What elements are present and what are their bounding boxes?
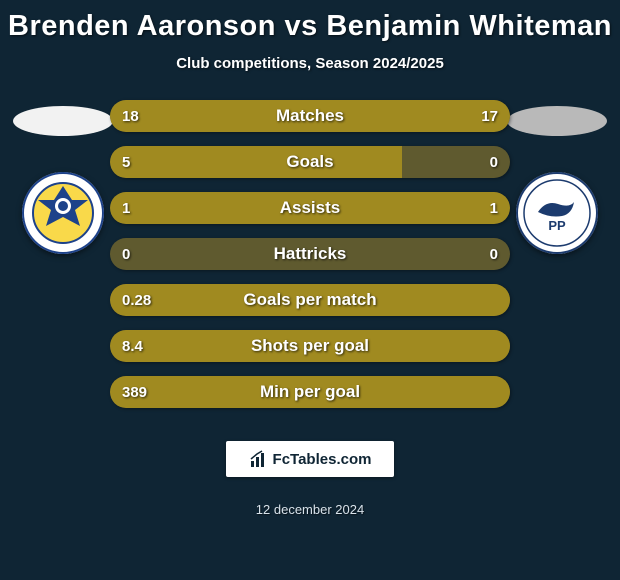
stat-row: Matches18 17 xyxy=(110,100,510,132)
stat-value-right: 17 xyxy=(481,100,498,132)
season-subtitle: Club competitions, Season 2024/2025 xyxy=(0,55,620,72)
stat-label: Matches xyxy=(110,100,510,132)
stat-value-left: 5 xyxy=(122,146,130,178)
club-badge-right: PP xyxy=(516,172,598,254)
stat-bars-container: Matches1817Goals50Assists11Hattricks00Go… xyxy=(110,100,510,408)
stat-value-right: 0 xyxy=(490,146,498,178)
stat-value-left: 0 xyxy=(122,238,130,270)
stat-label: Assists xyxy=(110,192,510,224)
stat-label: Shots per goal xyxy=(110,330,510,362)
player-left-ellipse xyxy=(13,106,113,136)
player-right-column: PP xyxy=(502,100,612,254)
stat-value-left: 1 xyxy=(122,192,130,224)
stat-row: Min per goal389 xyxy=(110,376,510,408)
footer-brand-text: FcTables.com xyxy=(273,451,372,468)
svg-text:PP: PP xyxy=(548,218,566,233)
stat-value-left: 389 xyxy=(122,376,147,408)
stat-row: Assists1 1 xyxy=(110,192,510,224)
stat-value-right: 0 xyxy=(490,238,498,270)
player-left-column xyxy=(8,100,118,254)
stat-row: Shots per goal8.4 xyxy=(110,330,510,362)
stat-row: Goals5 0 xyxy=(110,146,510,178)
club-badge-left xyxy=(22,172,104,254)
comparison-panel: PP Matches1817Goals50Assists11Hattricks0… xyxy=(0,100,620,440)
stat-value-right: 1 xyxy=(490,192,498,224)
stat-label: Min per goal xyxy=(110,376,510,408)
stat-label: Hattricks xyxy=(110,238,510,270)
stat-label: Goals xyxy=(110,146,510,178)
fctables-logo: FcTables.com xyxy=(226,441,394,477)
page-title: Brenden Aaronson vs Benjamin Whiteman xyxy=(0,0,620,43)
stat-label: Goals per match xyxy=(110,284,510,316)
leeds-badge-icon xyxy=(22,172,104,254)
snapshot-date: 12 december 2024 xyxy=(0,502,620,517)
preston-badge-icon: PP xyxy=(516,172,598,254)
stat-value-left: 0.28 xyxy=(122,284,151,316)
stat-value-left: 8.4 xyxy=(122,330,143,362)
player-right-ellipse xyxy=(507,106,607,136)
stat-row: Hattricks0 0 xyxy=(110,238,510,270)
stat-value-left: 18 xyxy=(122,100,139,132)
chart-icon xyxy=(249,449,269,469)
stat-row: Goals per match0.28 xyxy=(110,284,510,316)
